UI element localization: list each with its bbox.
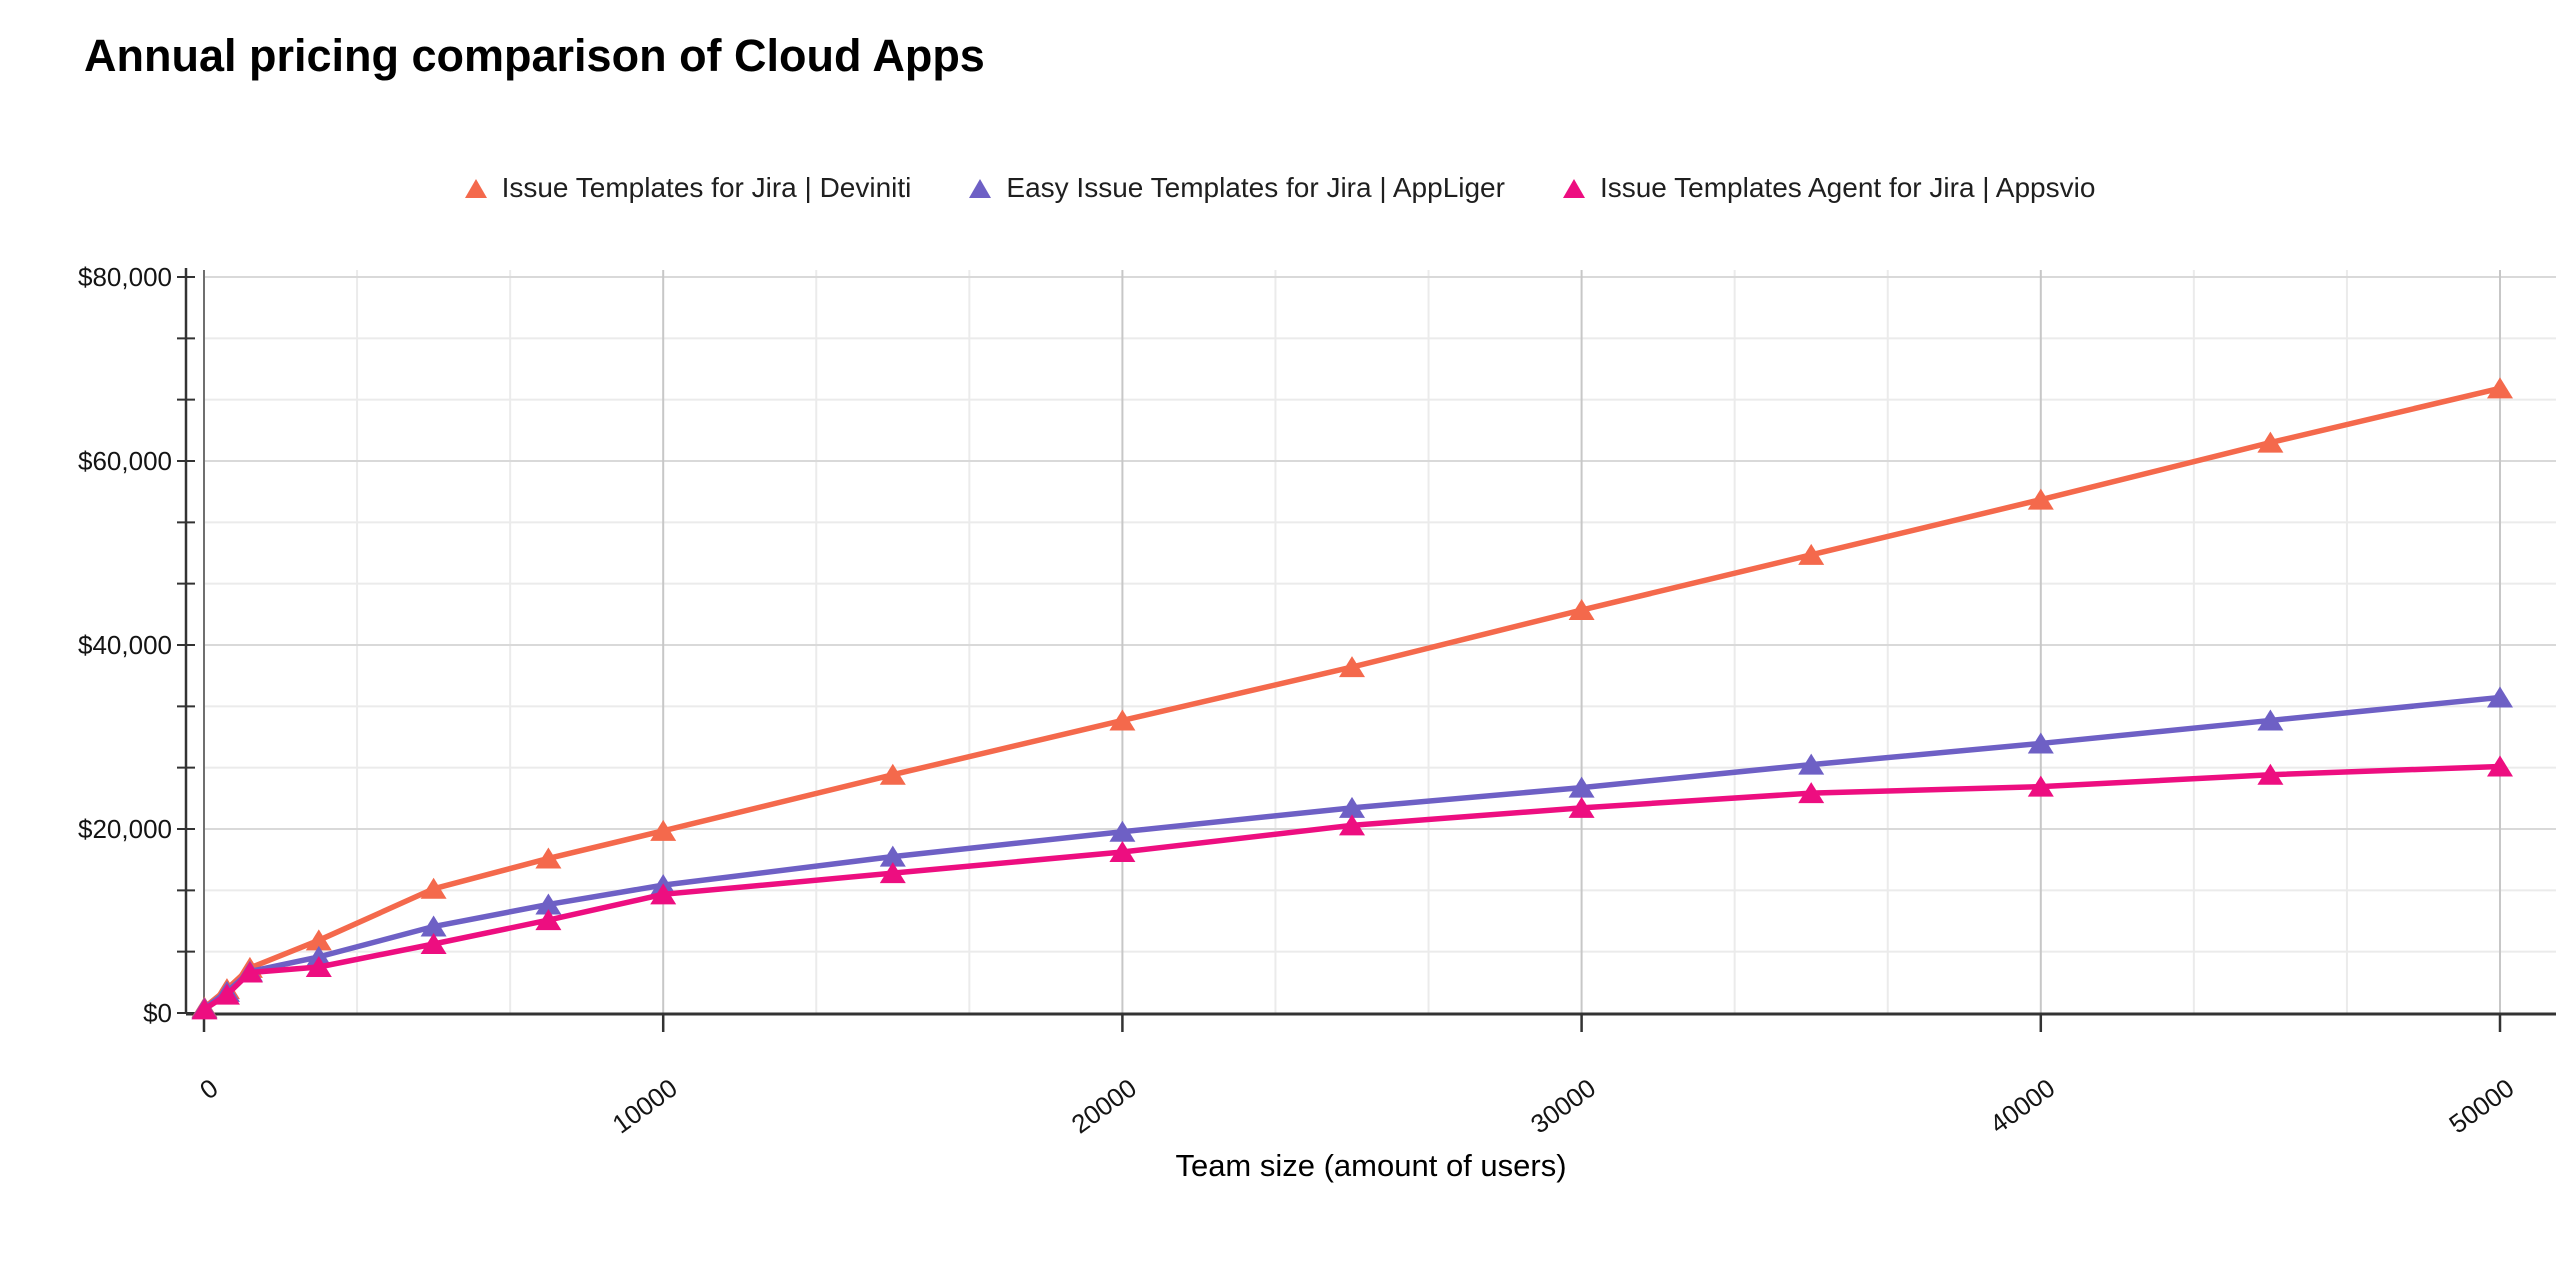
legend-label: Issue Templates for Jira | Deviniti [501,172,912,203]
data-point-marker[interactable] [879,845,906,867]
data-point-marker[interactable] [535,847,562,869]
legend-label: Easy Issue Templates for Jira | AppLiger [1006,172,1505,203]
data-point-marker[interactable] [1339,656,1365,678]
x-tick-label: 10000 [607,1073,683,1140]
series-1 [191,686,2513,1019]
data-point-marker[interactable] [1109,709,1136,731]
legend-label: Issue Templates Agent for Jira | Appsvio [1599,172,2096,203]
data-point-marker[interactable] [2027,732,2054,754]
data-point-marker[interactable] [1568,796,1595,818]
data-point-marker[interactable] [1568,776,1595,798]
data-point-marker[interactable] [1568,599,1595,621]
series-2 [191,755,2513,1020]
data-point-marker[interactable] [2487,377,2513,399]
data-point-marker[interactable] [2487,755,2513,777]
x-tick-label: 50000 [2443,1073,2519,1140]
data-point-marker[interactable] [1798,782,1825,804]
data-point-marker[interactable] [535,909,562,931]
data-point-marker[interactable] [213,983,240,1005]
data-point-marker[interactable] [535,893,562,915]
y-tick-label: $0 [143,998,172,1028]
x-tick-label: 40000 [1984,1073,2060,1140]
chart-legend: Issue Templates for Jira | Deviniti Easy … [0,172,2560,204]
data-point-marker[interactable] [879,763,906,785]
y-tick-label: $80,000 [78,262,172,292]
data-point-marker[interactable] [1339,814,1365,836]
x-tick-label: 0 [194,1073,223,1106]
y-tick-labels: $0 $20,000 $40,000 $60,000 $80,000 [78,262,172,1028]
chart-title: Annual pricing comparison of Cloud Apps [84,30,985,81]
x-axis-title: Team size (amount of users) [1175,1148,1567,1183]
legend-triangle-icon [464,178,487,198]
y-tick-label: $60,000 [78,446,172,476]
data-point-marker[interactable] [2027,775,2054,797]
legend-item-1[interactable]: Easy Issue Templates for Jira | AppLiger [969,172,1505,204]
data-point-marker[interactable] [2257,431,2284,453]
data-point-marker[interactable] [420,877,447,899]
data-point-marker[interactable] [1109,841,1136,862]
data-point-marker[interactable] [191,998,218,1020]
x-tick-labels: 0 10000 20000 30000 40000 50000 [194,1073,2519,1140]
y-tick-label: $20,000 [78,814,172,844]
axes [177,268,2556,1032]
data-point-marker[interactable] [1798,543,1825,565]
data-point-marker[interactable] [2257,763,2284,785]
data-point-marker[interactable] [2487,686,2513,708]
x-tick-label: 20000 [1066,1073,1142,1140]
data-point-marker[interactable] [305,929,332,951]
data-point-marker[interactable] [1109,820,1136,842]
data-point-marker[interactable] [236,961,263,983]
data-point-marker[interactable] [650,819,677,841]
legend-item-2[interactable]: Issue Templates Agent for Jira | Appsvio [1562,172,2096,204]
data-point-marker[interactable] [2027,488,2054,510]
data-point-marker[interactable] [420,933,447,954]
minor-gridlines [204,270,2556,1013]
x-tick-label: 30000 [1525,1073,1601,1140]
data-point-marker[interactable] [2257,709,2284,731]
data-point-marker[interactable] [1339,796,1365,818]
legend-item-0[interactable]: Issue Templates for Jira | Deviniti [464,172,912,204]
data-point-marker[interactable] [305,956,332,977]
legend-triangle-icon [1562,178,1585,198]
legend-triangle-icon [969,178,992,198]
data-point-marker[interactable] [1798,753,1825,775]
data-point-marker[interactable] [879,862,906,884]
data-point-marker[interactable] [420,915,447,937]
data-point-marker[interactable] [650,883,677,905]
y-tick-label: $40,000 [78,630,172,660]
